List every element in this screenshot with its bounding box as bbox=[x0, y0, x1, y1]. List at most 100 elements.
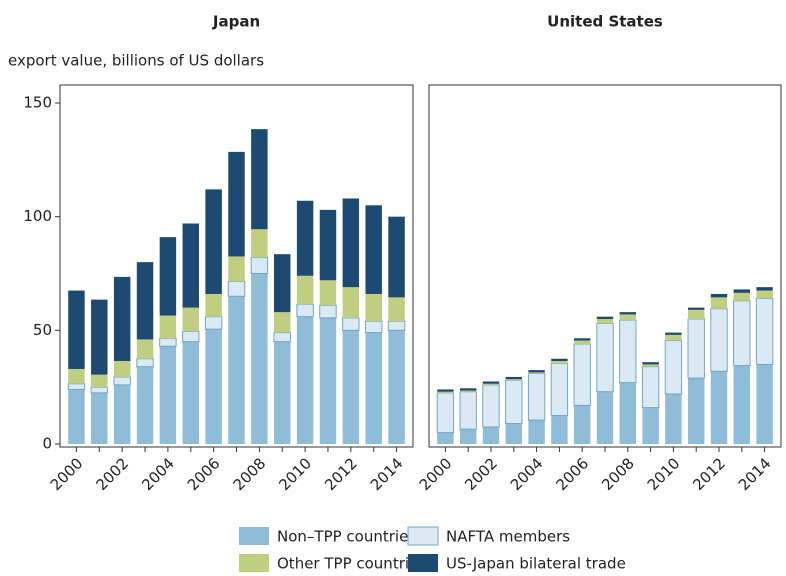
bar-segment bbox=[551, 415, 568, 444]
panel-title: Japan bbox=[212, 13, 260, 31]
x-tick-label: 2008 bbox=[598, 454, 638, 494]
bar-segment bbox=[710, 293, 728, 298]
bar-segment bbox=[113, 384, 131, 444]
x-tick-label: 2008 bbox=[230, 454, 270, 494]
x-tick-label: 2002 bbox=[461, 454, 501, 494]
bar-segment bbox=[619, 314, 637, 321]
bar-segment bbox=[482, 381, 500, 384]
bar-segment bbox=[91, 392, 108, 444]
bar-segment bbox=[459, 429, 477, 444]
legend-label: NAFTA members bbox=[446, 528, 570, 546]
bar-segment bbox=[437, 389, 454, 392]
bar-segment bbox=[365, 205, 382, 294]
x-tick-label: 2010 bbox=[275, 454, 315, 494]
bar-segment bbox=[342, 198, 360, 288]
x-tick-label: 2000 bbox=[416, 454, 456, 494]
bar-segment bbox=[388, 216, 405, 298]
bar-segment bbox=[136, 262, 154, 340]
bar-segment bbox=[505, 423, 523, 444]
legend-label: US-Japan bilateral trade bbox=[446, 555, 626, 573]
bar-segment bbox=[182, 223, 199, 308]
x-tick-label: 2000 bbox=[47, 454, 87, 494]
x-tick-label: 2012 bbox=[321, 454, 361, 494]
bar-segment bbox=[733, 300, 751, 367]
bar-segment bbox=[710, 297, 728, 309]
bar-segment bbox=[91, 374, 108, 388]
bar-segment bbox=[204, 316, 223, 330]
bar-segment bbox=[228, 296, 245, 444]
x-tick-label: 2006 bbox=[184, 454, 224, 494]
bar-segment bbox=[459, 390, 477, 392]
bar-segment bbox=[665, 332, 682, 335]
legend-swatch bbox=[239, 554, 269, 572]
bar-segment bbox=[459, 388, 477, 391]
bar-segment bbox=[733, 289, 751, 293]
bar-segment bbox=[596, 391, 614, 444]
bar-segment bbox=[251, 273, 268, 444]
bar-segment bbox=[113, 376, 131, 386]
bar-segment bbox=[687, 378, 705, 444]
bar-segment bbox=[665, 393, 682, 444]
bar-segment bbox=[619, 319, 637, 384]
bar-segment bbox=[596, 323, 614, 393]
bar-segment bbox=[90, 386, 109, 394]
bar-segment bbox=[182, 307, 199, 332]
bar-segment bbox=[687, 309, 705, 319]
bar-segment bbox=[710, 371, 728, 444]
bar-segment bbox=[641, 366, 660, 409]
panel-title: United States bbox=[547, 13, 663, 31]
bar-segment bbox=[573, 338, 591, 341]
x-tick-label: 2012 bbox=[689, 454, 729, 494]
bar-segment bbox=[387, 320, 406, 331]
bar-segment bbox=[274, 341, 291, 444]
bar-segment bbox=[756, 364, 773, 444]
bar-segment bbox=[573, 405, 591, 444]
x-tick-label: 2002 bbox=[92, 454, 132, 494]
bar-segment bbox=[687, 307, 705, 310]
bar-segment bbox=[159, 315, 177, 339]
bar-segment bbox=[67, 383, 86, 390]
bar-segment bbox=[91, 299, 108, 375]
bar-segment bbox=[228, 151, 245, 257]
bar-segment bbox=[68, 368, 85, 384]
bar-segment bbox=[710, 308, 728, 372]
bar-segment bbox=[296, 200, 314, 276]
bar-segment bbox=[528, 372, 545, 374]
bar-segment bbox=[573, 343, 591, 406]
bar-segment bbox=[251, 129, 268, 230]
bar-segment bbox=[136, 358, 154, 368]
bar-segment bbox=[365, 293, 382, 322]
bar-segment bbox=[388, 330, 405, 444]
bar-segment bbox=[642, 364, 659, 367]
bar-segment bbox=[113, 276, 131, 362]
bar-segment bbox=[642, 362, 659, 365]
x-tick-label: 2004 bbox=[138, 454, 178, 494]
legend-label: Other TPP countries bbox=[277, 555, 426, 573]
x-tick-label: 2014 bbox=[367, 454, 407, 494]
bar-segment bbox=[437, 391, 454, 393]
bar-segment bbox=[159, 237, 177, 316]
bar-segment bbox=[274, 254, 291, 313]
bar-segment bbox=[364, 320, 383, 334]
bar-segment bbox=[342, 317, 360, 331]
legend-label: Non–TPP countries bbox=[277, 528, 416, 546]
bar-segment bbox=[505, 376, 523, 380]
bar-segment bbox=[756, 287, 773, 291]
bar-segment bbox=[528, 370, 545, 373]
bar-segment bbox=[319, 209, 337, 281]
bar-segment bbox=[528, 420, 545, 444]
legend-swatch bbox=[407, 526, 439, 546]
bar-segment bbox=[756, 290, 773, 299]
bar-segment bbox=[227, 280, 246, 297]
bar-segment bbox=[459, 391, 477, 430]
bar-segment bbox=[159, 346, 177, 444]
bar-segment bbox=[68, 290, 85, 369]
bar-segment bbox=[68, 389, 85, 444]
x-tick-label: 2010 bbox=[644, 454, 684, 494]
bar-segment bbox=[205, 189, 222, 294]
bar-segment bbox=[619, 312, 637, 315]
bar-segment bbox=[274, 312, 291, 333]
x-tick-label: 2004 bbox=[507, 454, 547, 494]
bar-segment bbox=[482, 383, 500, 385]
y-axis-label: export value, billions of US dollars bbox=[8, 52, 264, 70]
